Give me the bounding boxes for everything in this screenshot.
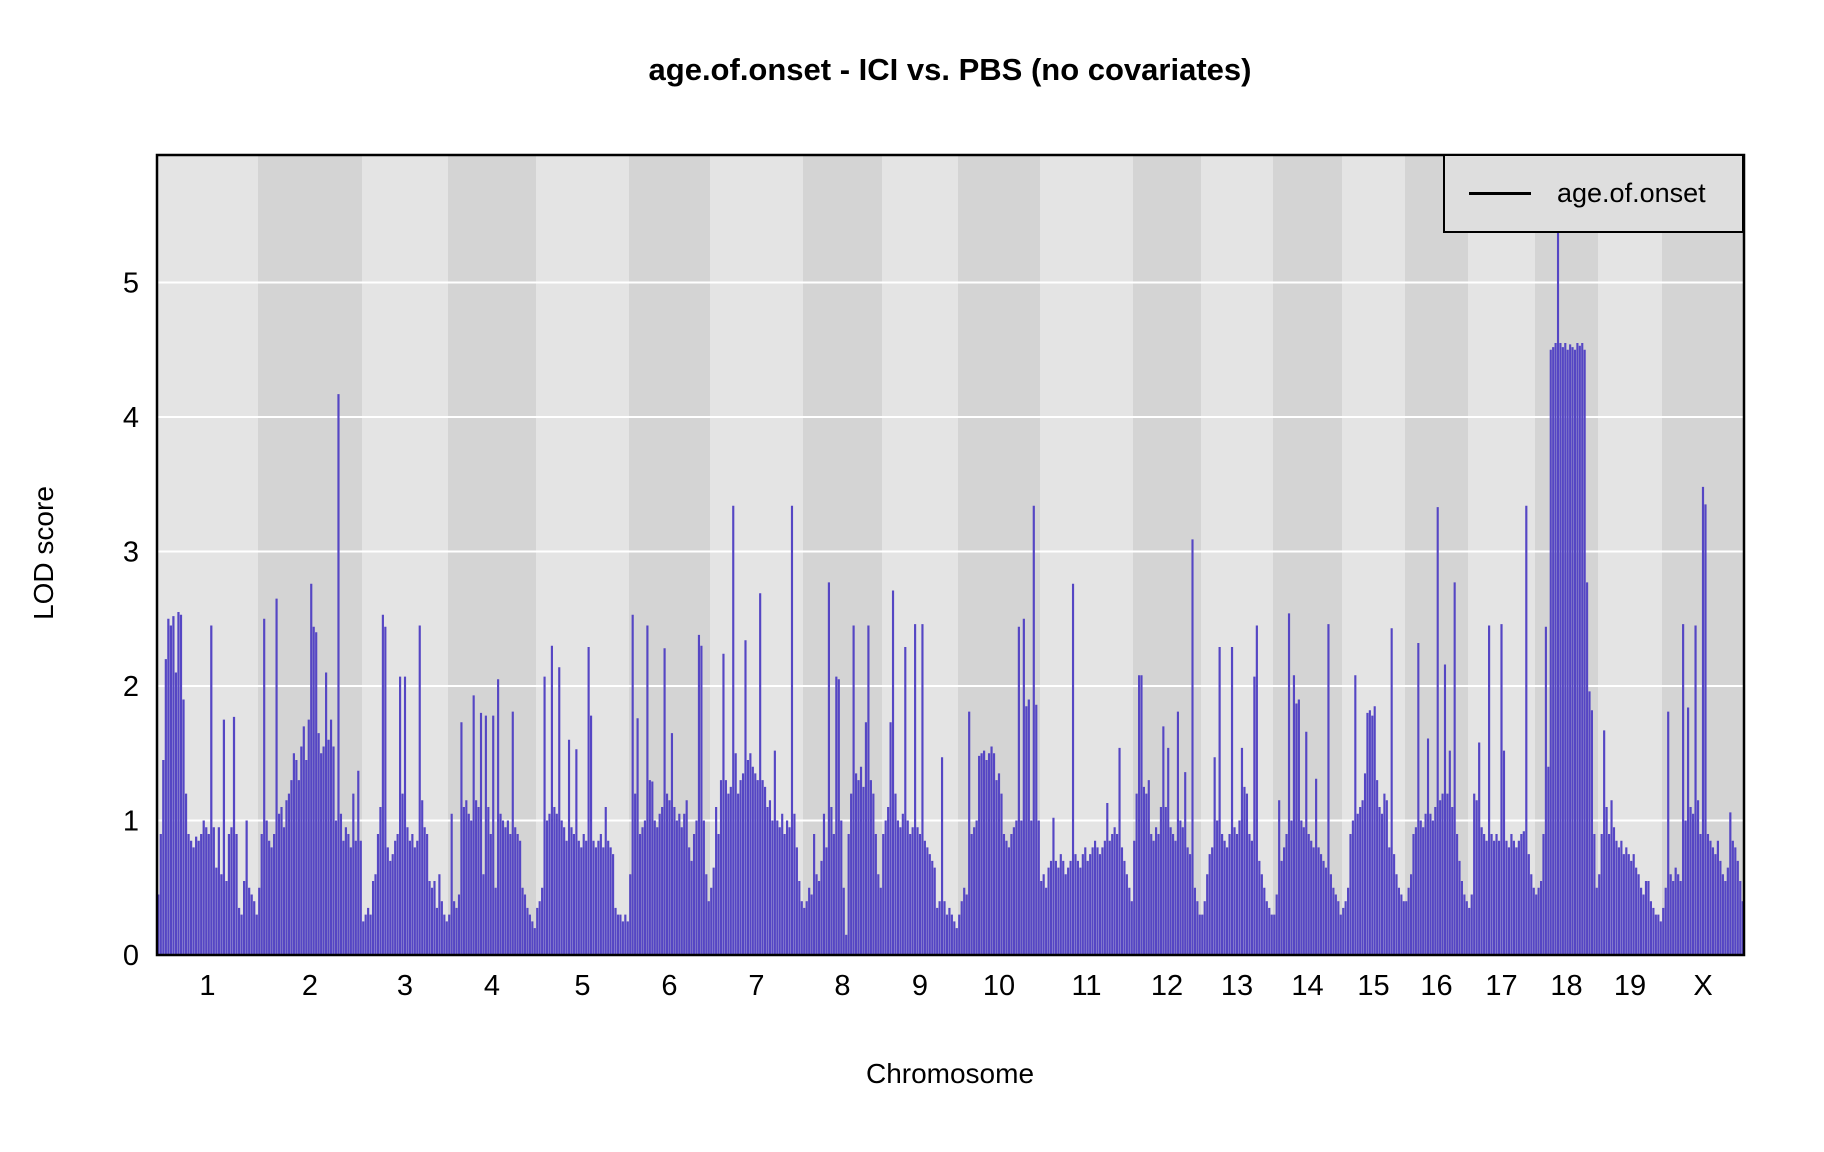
x-tick-label-14: 14 bbox=[1291, 970, 1323, 1002]
lod-bars-chr-6 bbox=[629, 614, 710, 954]
lod-bars-chr-17 bbox=[1468, 505, 1535, 954]
lod-bars-chr-9 bbox=[882, 590, 958, 954]
x-tick-label-16: 16 bbox=[1420, 970, 1452, 1002]
y-tick-label-2: 2 bbox=[123, 671, 139, 703]
x-tick-label-X: X bbox=[1693, 970, 1712, 1002]
x-tick-label-12: 12 bbox=[1151, 970, 1183, 1002]
x-tick-label-7: 7 bbox=[748, 970, 764, 1002]
y-tick-label-1: 1 bbox=[123, 806, 139, 838]
x-tick-label-3: 3 bbox=[397, 970, 413, 1002]
x-tick-label-13: 13 bbox=[1221, 970, 1253, 1002]
y-tick-label-5: 5 bbox=[123, 268, 139, 300]
x-tick-label-9: 9 bbox=[912, 970, 928, 1002]
x-tick-label-17: 17 bbox=[1485, 970, 1517, 1002]
lod-bars-chr-18 bbox=[1535, 231, 1598, 954]
lod-bars-chr-10 bbox=[958, 505, 1040, 954]
x-tick-label-6: 6 bbox=[661, 970, 677, 1002]
x-tick-label-11: 11 bbox=[1071, 970, 1101, 1002]
chromosome-band-11 bbox=[1040, 155, 1133, 955]
x-tick-label-5: 5 bbox=[574, 970, 590, 1002]
plot-border bbox=[155, 153, 1746, 957]
x-tick-label-2: 2 bbox=[302, 970, 318, 1002]
chromosome-band-2 bbox=[258, 155, 362, 955]
legend-box: age.of.onset bbox=[1443, 154, 1744, 233]
lod-bars-chr-4 bbox=[448, 679, 536, 954]
y-tick-label-0: 0 bbox=[123, 940, 139, 972]
chromosome-band-14 bbox=[1273, 155, 1342, 955]
x-tick-label-10: 10 bbox=[983, 970, 1015, 1002]
lod-bars-chr-3 bbox=[362, 614, 448, 954]
x-tick-label-1: 1 bbox=[199, 970, 215, 1002]
lod-bars-chr-19 bbox=[1598, 730, 1662, 954]
x-tick-label-18: 18 bbox=[1550, 970, 1582, 1002]
chromosome-band-16 bbox=[1405, 155, 1468, 955]
lod-bars-chr-2 bbox=[258, 394, 362, 954]
lod-bars-chr-8 bbox=[803, 582, 882, 954]
x-tick-label-15: 15 bbox=[1357, 970, 1389, 1002]
x-tick-label-4: 4 bbox=[484, 970, 500, 1002]
lod-bars-chr-5 bbox=[536, 645, 629, 954]
lod-bars-chr-15 bbox=[1342, 628, 1405, 954]
legend-label: age.of.onset bbox=[1557, 178, 1706, 208]
y-tick-label-4: 4 bbox=[123, 402, 139, 434]
lod-bars-chr-16 bbox=[1405, 507, 1468, 954]
lod-bars-chr-1 bbox=[157, 612, 258, 954]
chromosome-band-13 bbox=[1201, 155, 1273, 955]
legend-line-sample bbox=[1469, 192, 1531, 195]
chromosome-band-1 bbox=[157, 155, 258, 955]
x-tick-label-19: 19 bbox=[1614, 970, 1646, 1002]
lod-bars-chr-14 bbox=[1273, 613, 1342, 954]
lod-bars-chr-X bbox=[1662, 486, 1744, 954]
y-axis-title: LOD score bbox=[28, 486, 59, 620]
x-axis-title: Chromosome bbox=[865, 1058, 1035, 1089]
chromosome-band-4 bbox=[448, 155, 536, 955]
chart-title: age.of.onset - ICI vs. PBS (no covariate… bbox=[648, 52, 1252, 87]
y-tick-label-3: 3 bbox=[123, 537, 139, 569]
x-tick-label-8: 8 bbox=[834, 970, 850, 1002]
lod-bars-chr-13 bbox=[1201, 625, 1273, 954]
lod-bars-chr-12 bbox=[1133, 539, 1201, 954]
lod-bars-chr-11 bbox=[1040, 583, 1133, 954]
chromosome-band-19 bbox=[1598, 155, 1662, 955]
lod-bars-chr-7 bbox=[710, 505, 803, 954]
